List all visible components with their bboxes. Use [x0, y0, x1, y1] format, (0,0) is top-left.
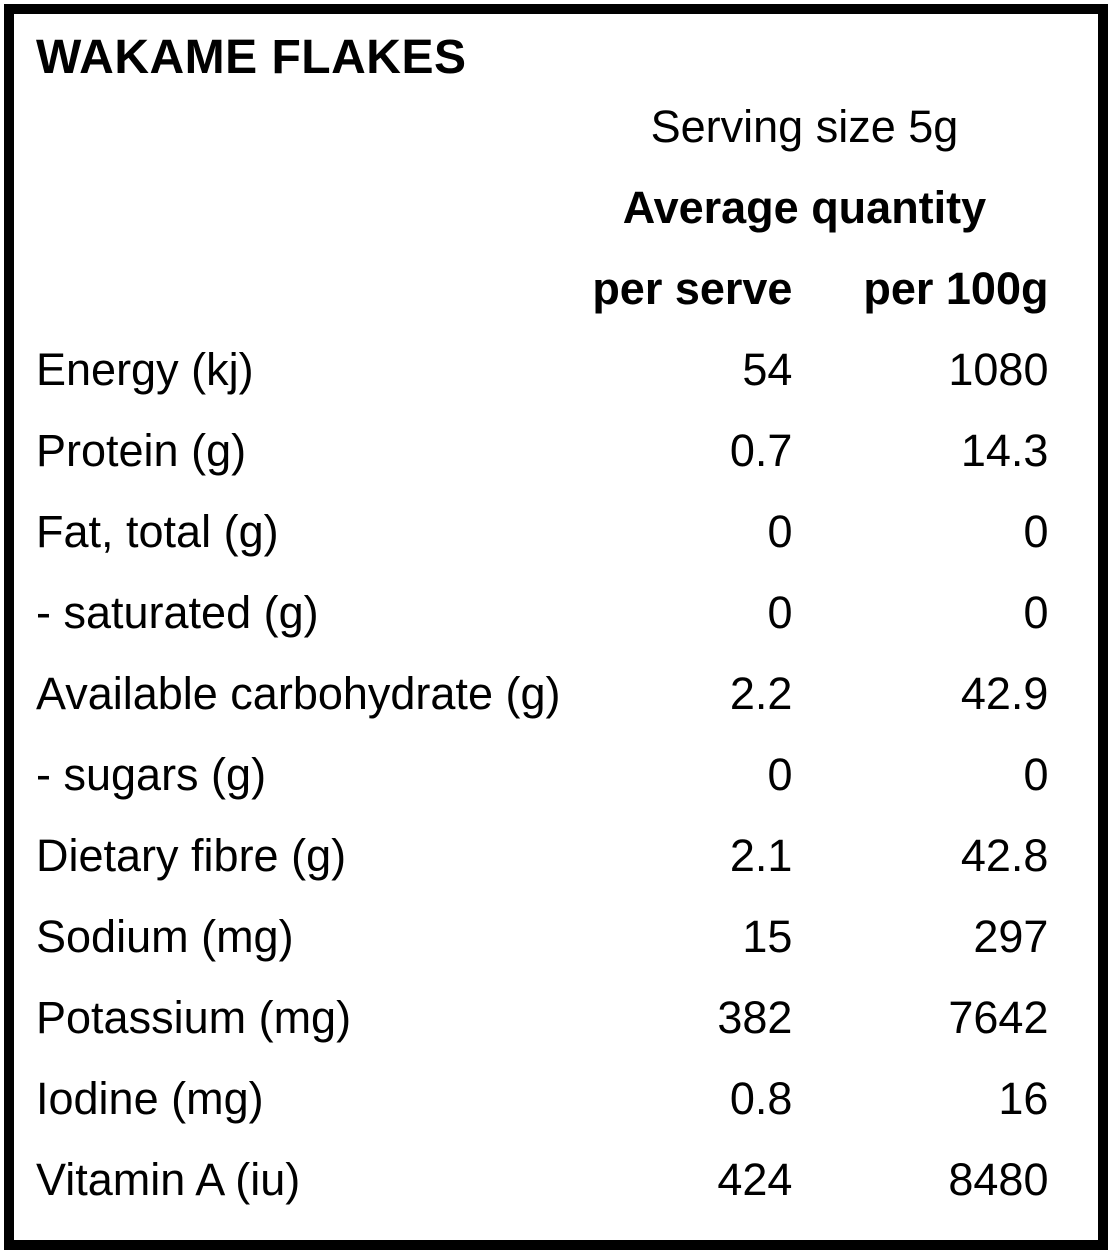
nutrient-label: Protein (g)	[36, 424, 247, 476]
serving-size-text: Serving size 5g	[650, 100, 959, 152]
per-100g-value: 42.8	[960, 829, 1049, 881]
nutrition-panel: WAKAME FLAKES Serving size 5g Average qu…	[4, 4, 1108, 1250]
product-title: WAKAME FLAKES	[36, 31, 467, 84]
nutrient-label: - sugars (g)	[36, 748, 267, 800]
per-serve-value: 2.1	[729, 829, 793, 881]
per-100g-value: 7642	[948, 991, 1049, 1043]
nutrient-label: Dietary fibre (g)	[36, 829, 347, 881]
nutrient-label: Fat, total (g)	[36, 505, 279, 557]
per-serve-value: 2.2	[729, 667, 793, 719]
per-serve-value: 424	[717, 1153, 793, 1205]
per-serve-value: 0	[767, 748, 793, 800]
per-100g-value: 16	[998, 1072, 1049, 1124]
column-header-per-100g: per 100g	[863, 262, 1049, 314]
per-serve-value: 0	[767, 586, 793, 638]
per-100g-value: 0	[1023, 586, 1049, 638]
per-100g-value: 0	[1023, 748, 1049, 800]
per-serve-value: 0.8	[729, 1072, 793, 1124]
per-serve-value: 54	[742, 343, 793, 395]
per-serve-value: 0	[767, 505, 793, 557]
average-quantity-header: Average quantity	[622, 181, 987, 233]
column-header-per-serve: per serve	[592, 262, 793, 314]
per-100g-value: 1080	[948, 343, 1049, 395]
nutrient-label: Iodine (mg)	[36, 1072, 264, 1124]
per-100g-value: 0	[1023, 505, 1049, 557]
nutrient-label: Vitamin A (iu)	[36, 1153, 301, 1205]
nutrient-label: Available carbohydrate (g)	[36, 667, 561, 719]
nutrient-label: Sodium (mg)	[36, 910, 294, 962]
nutrient-label: - saturated (g)	[36, 586, 319, 638]
per-serve-value: 0.7	[729, 424, 793, 476]
per-100g-value: 14.3	[960, 424, 1049, 476]
nutrient-label: Potassium (mg)	[36, 991, 352, 1043]
per-100g-value: 8480	[948, 1153, 1049, 1205]
per-100g-value: 42.9	[960, 667, 1049, 719]
per-100g-value: 297	[973, 910, 1049, 962]
per-serve-value: 382	[717, 991, 793, 1043]
nutrition-table: Serving size 5g Average quantity per ser…	[14, 86, 1098, 1220]
nutrient-label: Energy (kj)	[36, 343, 254, 395]
per-serve-value: 15	[742, 910, 793, 962]
